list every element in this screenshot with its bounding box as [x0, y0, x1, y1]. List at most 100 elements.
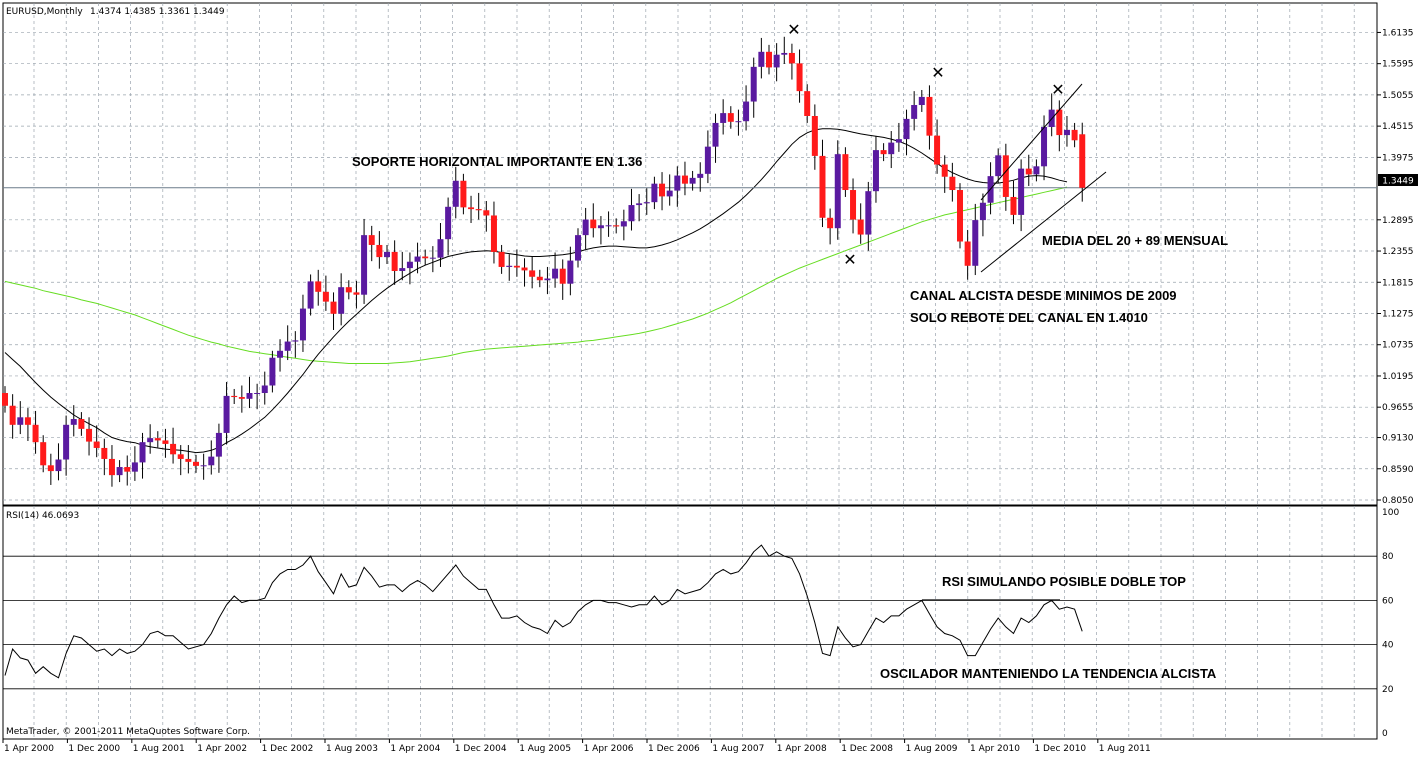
candle-bull	[338, 287, 345, 314]
candle-bull	[384, 251, 390, 258]
price-tick-label: 1.0735	[1382, 341, 1414, 351]
candle-bull	[972, 220, 979, 266]
rsi-levels	[3, 555, 1377, 690]
candle-bear	[2, 393, 8, 406]
candle-bear	[949, 176, 956, 191]
candle-bear	[857, 219, 864, 235]
candle-bear	[154, 438, 161, 441]
rsi-header: RSI(14) 46.0693	[6, 511, 79, 521]
candle-bull	[865, 191, 872, 235]
candle-bear	[819, 155, 826, 218]
candle-bull	[720, 113, 727, 123]
candle-bull	[567, 260, 574, 284]
candle-bear	[177, 454, 184, 459]
rsi-tick-label: 60	[1382, 596, 1394, 606]
candle-bull	[277, 350, 284, 358]
price-tick-label: 1.5055	[1382, 91, 1414, 101]
date-tick-label: 1 Aug 2009	[906, 744, 958, 754]
candle-bull	[911, 105, 918, 119]
candle-bull	[872, 150, 879, 192]
candle-bull	[750, 66, 757, 102]
candle-bear	[108, 458, 115, 476]
candle-bull	[70, 419, 77, 425]
candle-bear	[529, 270, 536, 277]
channel-lower-line	[980, 171, 1107, 273]
candle-bull	[200, 465, 207, 467]
ma89-line	[4, 186, 1068, 364]
candle-bull	[628, 205, 635, 222]
candle-bull	[1033, 166, 1040, 175]
candle-bear	[353, 292, 360, 295]
candle-bull	[506, 265, 513, 267]
candle-bull	[834, 154, 841, 229]
date-tick-label: 1 Aug 2011	[1099, 744, 1151, 754]
price-tick-label: 0.9655	[1382, 403, 1414, 413]
candle-bull	[1018, 168, 1025, 215]
candle-bull	[307, 281, 314, 309]
candle-bull	[208, 456, 215, 466]
price-tick-label: 1.2895	[1382, 216, 1414, 226]
candle-bull	[643, 202, 650, 204]
annotation-support: SOPORTE HORIZONTAL IMPORTANTE EN 1.36	[352, 154, 642, 169]
candle-bull	[63, 424, 70, 460]
candle-bull	[605, 225, 612, 227]
candle-bull	[299, 308, 306, 341]
candle-bear	[162, 440, 169, 444]
price-tick-label: 1.5595	[1382, 60, 1414, 70]
copyright: MetaTrader, © 2001-2011 MetaQuotes Softw…	[6, 727, 250, 737]
candle-bear	[185, 458, 192, 462]
candle-bear	[926, 96, 933, 136]
candle-bull	[445, 206, 452, 240]
candle-bear	[345, 287, 352, 293]
candle-bear	[170, 443, 177, 455]
candle-bull	[452, 180, 459, 207]
annotation-canal-2: SOLO REBOTE DEL CANAL EN 1.4010	[910, 310, 1148, 325]
date-tick-label: 1 Apr 2004	[390, 744, 440, 754]
rsi-tick-label: 20	[1382, 685, 1394, 695]
price-tick-label: 1.0195	[1382, 372, 1414, 382]
candle-bear	[842, 154, 849, 191]
candle-bull	[223, 395, 230, 433]
annotation-oscilador: OSCILADOR MANTENIENDO LA TENDENCIA ALCIS…	[880, 666, 1217, 681]
candle-bear	[78, 419, 85, 429]
date-tick-label: 1 Aug 2001	[133, 744, 185, 754]
price-tick-label: 0.9130	[1382, 434, 1414, 444]
price-tick-label: 1.1275	[1382, 309, 1414, 319]
candle-bear	[460, 180, 467, 208]
candle-bull	[246, 393, 253, 399]
candle-bull	[131, 462, 138, 472]
candle-bull	[361, 235, 368, 295]
price-tick-label: 1.4515	[1382, 122, 1414, 132]
candle-bear	[796, 63, 803, 92]
candle-bear	[231, 395, 238, 398]
date-tick-label: 1 Dec 2000	[68, 744, 120, 754]
rsi-tick-label: 80	[1382, 552, 1394, 562]
ma20-layer	[4, 128, 1068, 454]
x-mark: ✕	[1051, 80, 1064, 99]
price-tick-label: 1.2355	[1382, 247, 1414, 257]
ohlc-header: 1.4374 1.4385 1.3361 1.3449	[90, 7, 225, 17]
candle-bull	[139, 442, 146, 463]
candle-bear	[659, 183, 666, 197]
symbol-header: EURUSD,Monthly	[6, 7, 83, 17]
candle-bull	[575, 235, 581, 261]
rsi-tick-label: 0	[1382, 729, 1388, 739]
date-tick-label: 1 Aug 2003	[326, 744, 378, 754]
candle-bull	[582, 219, 589, 236]
candle-bull	[895, 139, 902, 143]
candle-bear	[47, 465, 54, 472]
candle-bear	[475, 209, 482, 211]
current-price-label: 1.3449	[1382, 177, 1414, 187]
date-tick-label: 1 Apr 2010	[970, 744, 1020, 754]
candle-bear	[804, 91, 811, 116]
price-tick-label: 1.1815	[1382, 278, 1414, 288]
candle-bull	[781, 52, 788, 55]
annotation-canal-1: CANAL ALCISTA DESDE MINIMOS DE 2009	[910, 288, 1177, 303]
candle-bear	[391, 251, 398, 271]
candle-bull	[697, 173, 704, 178]
annotation-media: MEDIA DEL 20 + 89 MENSUAL	[1042, 233, 1228, 248]
candle-bull	[918, 96, 925, 106]
candle-bull	[437, 239, 444, 258]
price-tick-label: 1.3975	[1382, 153, 1414, 163]
